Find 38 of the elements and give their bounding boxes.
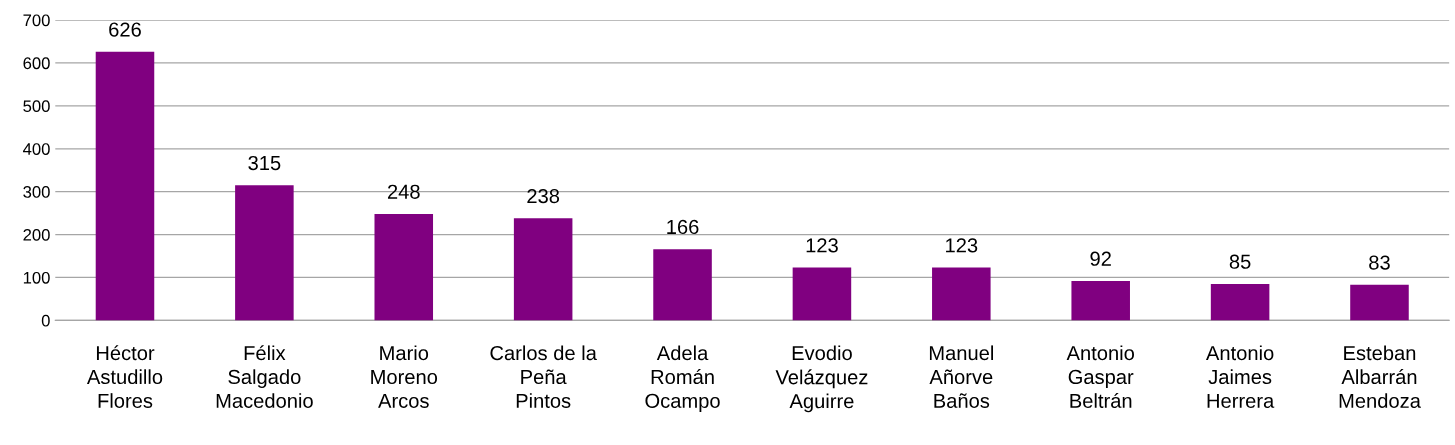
y-tick-label: 0 [41, 314, 50, 327]
x-tick-label: Antonio Gaspar Beltrán [1066, 345, 1135, 408]
bar [653, 249, 712, 321]
x-tick-label: Adela Román Ocampo [645, 345, 720, 412]
bar [792, 267, 852, 321]
x-tick-label: Esteban Albarrán Mendoza [1339, 345, 1421, 408]
bar [1210, 283, 1270, 321]
x-tick-label: Héctor Astudillo Flores [86, 345, 163, 408]
data-label: 83 [1369, 255, 1390, 270]
bar [95, 51, 155, 321]
data-label: 626 [109, 22, 141, 37]
y-tick-label: 300 [23, 186, 50, 198]
x-tick-label: Antonio Jaimes Herrera [1205, 345, 1275, 408]
y-tick-label: 100 [23, 271, 50, 284]
x-tick-label: Félix Salgado Macedonio [216, 345, 313, 408]
data-label: 92 [1090, 251, 1111, 266]
data-label: 315 [248, 155, 281, 171]
bar [932, 267, 991, 321]
x-tick-label: Manuel Añorve Baños [929, 345, 993, 408]
y-tick-label: 400 [23, 143, 50, 155]
data-label: 166 [667, 219, 699, 235]
bar [374, 213, 434, 321]
x-tick-label: Evodio Velázquez Aguirre [775, 345, 868, 413]
data-label: 85 [1229, 254, 1251, 269]
data-label: 123 [806, 238, 838, 253]
bar [1071, 280, 1130, 321]
y-tick-label: 500 [23, 100, 50, 113]
x-tick-label: Carlos de la Peña Pintos [490, 345, 597, 408]
bar [513, 218, 573, 321]
x-tick-label: Mario Moreno Arcos [371, 345, 438, 408]
bar [235, 185, 294, 321]
data-label: 248 [387, 184, 420, 199]
y-tick-label: 600 [23, 57, 50, 70]
y-tick-label: 200 [23, 228, 50, 241]
y-tick-label: 700 [23, 14, 50, 27]
bar [1350, 284, 1409, 321]
data-label: 238 [527, 188, 560, 204]
data-label: 123 [946, 238, 978, 253]
